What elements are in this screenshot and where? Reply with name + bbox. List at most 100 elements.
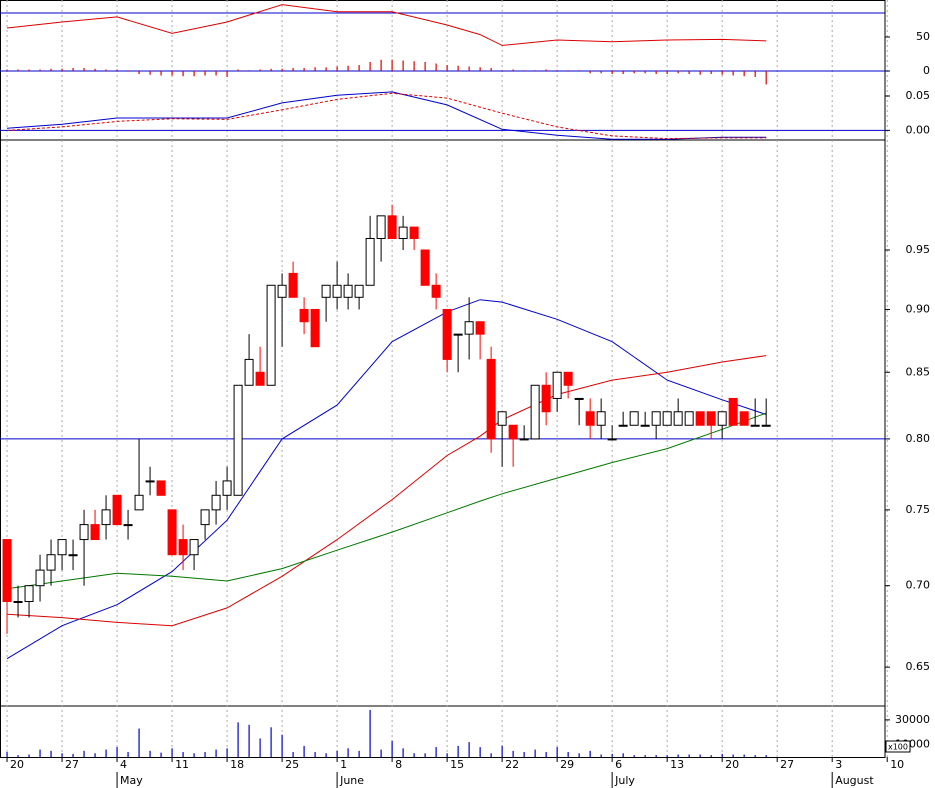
candle-body: [563, 371, 573, 386]
candle-body: [629, 411, 639, 426]
candle-body: [387, 215, 397, 240]
candle-body: [321, 284, 331, 298]
candle-body: [57, 539, 67, 556]
candle-body: [79, 524, 89, 541]
candle-body: [123, 524, 133, 527]
candle-body: [266, 284, 276, 386]
candle-body: [145, 480, 155, 483]
candle-body: [541, 384, 551, 413]
y-tick-label: 0: [923, 64, 930, 77]
moving-average: [6, 412, 767, 590]
x-tick-label: 25: [285, 758, 299, 771]
candle-body: [508, 424, 518, 440]
candle-body: [101, 509, 111, 526]
candle-body: [189, 539, 199, 556]
x-tick-label: 27: [780, 758, 794, 771]
candle-body: [717, 411, 727, 426]
y-tick-label: 0.70: [906, 579, 931, 592]
y-tick-label: 0.00: [906, 123, 931, 136]
candle-body: [233, 384, 243, 496]
candle-body: [35, 569, 45, 587]
candle-body: [761, 424, 771, 427]
candle-body: [651, 411, 661, 426]
moving-average: [6, 355, 767, 627]
candle-body: [211, 494, 221, 511]
y-tick-label: 0.85: [906, 365, 931, 378]
candle-body: [178, 539, 188, 556]
candle-body: [497, 411, 507, 426]
x-tick-label: 10: [890, 758, 904, 771]
candle-body: [585, 411, 595, 426]
candle-body: [607, 438, 617, 441]
candle-body: [310, 308, 320, 348]
candle-body: [640, 424, 650, 427]
candle-body: [728, 397, 738, 426]
y-tick-label: 0.80: [906, 432, 931, 445]
candle-body: [255, 371, 265, 386]
candle-body: [343, 284, 353, 298]
x-tick-label: 20: [10, 758, 24, 771]
x-tick-label: 22: [505, 758, 519, 771]
rsi-line: [6, 4, 767, 46]
candle-body: [332, 284, 342, 298]
x-tick-label: 3: [835, 758, 842, 771]
candle-body: [90, 524, 100, 541]
macd-line: [6, 91, 767, 140]
month-label: May: [120, 774, 143, 787]
candle-body: [299, 308, 309, 323]
candle-body: [596, 411, 606, 426]
month-label: July: [614, 774, 635, 787]
candle-body: [376, 215, 386, 240]
candle-body: [277, 284, 287, 298]
candle-body: [420, 249, 430, 286]
unit-box: [885, 740, 911, 753]
y-tick-label: 0.65: [906, 660, 931, 673]
candle-body: [167, 509, 177, 556]
candle-body: [365, 238, 375, 286]
candle-body: [112, 494, 122, 526]
x-tick-label: 13: [670, 758, 684, 771]
macd-line: [6, 92, 767, 140]
moving-average: [6, 299, 767, 660]
candle-body: [530, 384, 540, 440]
candle-body: [24, 585, 34, 603]
plot-frame: [0, 0, 886, 758]
candle-body: [46, 554, 56, 571]
y-tick-label: 50: [916, 30, 930, 43]
candle-body: [618, 424, 628, 427]
candle-body: [288, 272, 298, 298]
candle-body: [13, 601, 23, 604]
candle-body: [574, 397, 584, 400]
candle-body: [200, 509, 210, 526]
candle-body: [673, 411, 683, 426]
y-tick-label: 0.75: [906, 503, 931, 516]
candle-body: [519, 438, 529, 441]
candle-body: [409, 226, 419, 240]
candle-body: [552, 371, 562, 399]
x-tick-label: 18: [230, 758, 244, 771]
candle-body: [431, 284, 441, 298]
candle-body: [442, 308, 452, 360]
y-unit: x100: [888, 743, 908, 752]
month-label: June: [339, 774, 364, 787]
x-tick-label: 20: [725, 758, 739, 771]
candle-body: [695, 411, 705, 426]
x-tick-label: 11: [175, 758, 189, 771]
candle-body: [750, 424, 760, 427]
candle-body: [2, 539, 12, 603]
month-label: August: [835, 774, 874, 787]
candle-body: [475, 321, 485, 335]
x-tick-label: 6: [615, 758, 622, 771]
x-tick-label: 29: [560, 758, 574, 771]
candle-body: [684, 411, 694, 426]
x-tick-label: 8: [395, 758, 402, 771]
x-tick-label: 15: [450, 758, 464, 771]
candle-body: [739, 411, 749, 426]
candle-body: [453, 333, 463, 336]
y-tick-label: 0.95: [906, 243, 931, 256]
candle-body: [464, 321, 474, 335]
y-tick-label: 30000: [895, 713, 930, 726]
candle-body: [68, 554, 78, 557]
candle-body: [662, 411, 672, 426]
x-tick-label: 4: [120, 758, 127, 771]
